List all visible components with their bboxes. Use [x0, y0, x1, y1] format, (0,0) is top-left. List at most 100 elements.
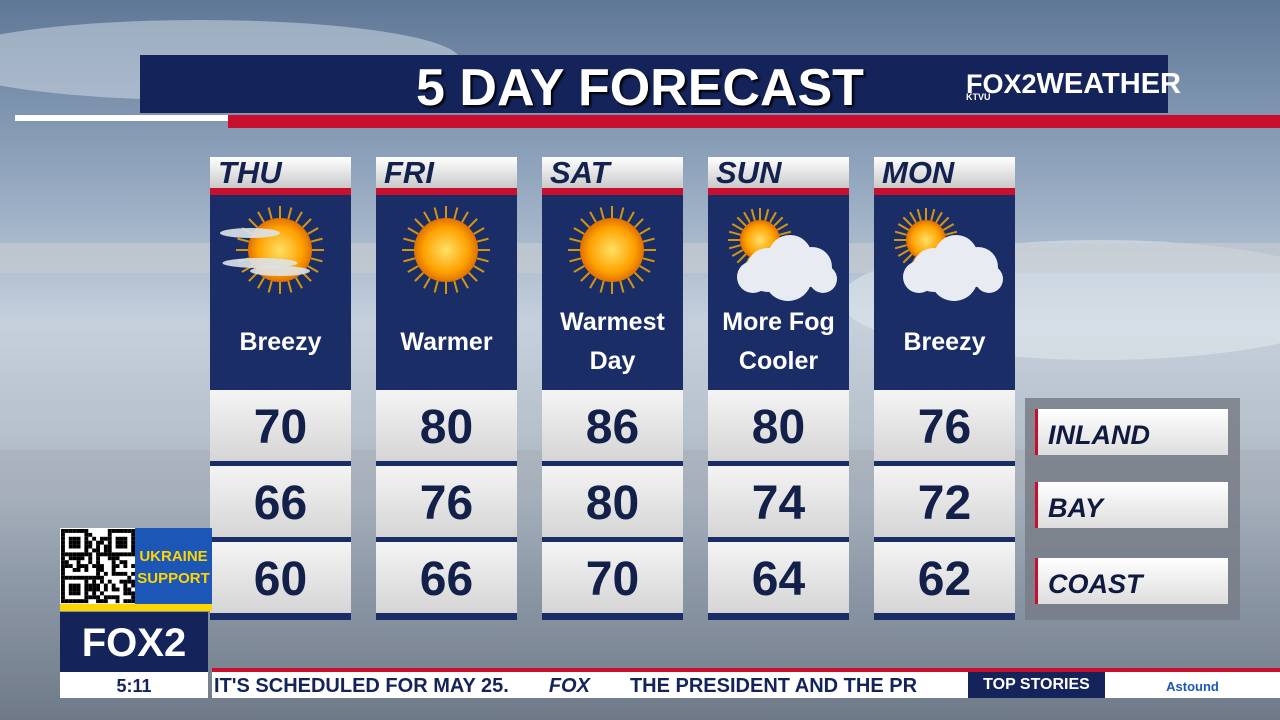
sun-ray: [627, 211, 635, 223]
qr-cell: [88, 595, 93, 600]
qr-cell: [92, 564, 97, 568]
qr-cell: [131, 564, 136, 568]
qr-cell: [107, 556, 112, 561]
sun-ray: [916, 208, 922, 221]
qr-cell: [92, 587, 97, 592]
qr-cell: [111, 595, 116, 600]
sun-ray: [642, 257, 655, 263]
sun-ray: [619, 280, 625, 293]
qr-cell: [61, 540, 65, 545]
qr-cell: [111, 587, 116, 592]
cloud: [764, 253, 812, 301]
qr-cell: [123, 591, 128, 596]
qr-cell: [123, 552, 128, 557]
region-panel: INLAND BAY COAST: [1025, 398, 1240, 620]
region-label: BAY: [1035, 482, 1228, 528]
sun-ray: [619, 207, 625, 220]
qr-cell: [61, 591, 65, 596]
sun-ray: [776, 223, 789, 231]
qr-cell: [119, 571, 124, 576]
qr-cell: [111, 568, 116, 572]
qr-cell: [84, 595, 89, 600]
qr-cell: [103, 548, 108, 553]
qr-cell: [127, 575, 132, 580]
sun-ray: [942, 223, 955, 231]
qr-cell: [64, 575, 69, 580]
qr-cell: [115, 599, 120, 604]
day-header: SUN: [708, 157, 849, 195]
qr-cell: [111, 564, 116, 568]
qr-cell: [68, 575, 73, 580]
sun-ray: [423, 277, 431, 289]
sun-ray: [407, 227, 419, 235]
condition: Breezy: [239, 328, 322, 356]
sun-ray: [461, 211, 469, 223]
qr-cell: [115, 564, 120, 568]
qr-cell: [61, 532, 65, 537]
qr-cell: [84, 599, 89, 604]
title: 5 DAY FORECAST: [416, 59, 864, 117]
temperature: 76: [376, 466, 517, 537]
qr-cell: [88, 552, 93, 557]
qr-cell: [123, 599, 128, 604]
condition: Breezy: [903, 328, 986, 356]
qr-cell: [72, 599, 77, 604]
sun-ray: [453, 280, 459, 293]
day-header: FRI: [376, 157, 517, 195]
qr-cell: [92, 591, 97, 596]
qr-cell: [119, 544, 124, 549]
qr-cell: [107, 595, 112, 600]
condition: More Fog: [722, 308, 835, 336]
sun-ray: [433, 280, 439, 293]
qr-cell: [96, 540, 100, 545]
day-body: Breezy 76 72 62: [874, 195, 1015, 620]
sun-ray: [743, 211, 751, 224]
day-header: SAT: [542, 157, 683, 195]
qr-cell: [100, 564, 104, 568]
qr-cell: [72, 587, 77, 592]
sun-ray: [248, 218, 259, 229]
qr-cell: [119, 579, 124, 584]
qr-cell: [84, 575, 89, 580]
qr-cell: [61, 548, 65, 553]
haze: [250, 266, 310, 276]
sun-ray: [307, 265, 319, 273]
sun-ray: [736, 216, 747, 227]
qr-cell: [61, 556, 65, 561]
sun-ray: [930, 208, 936, 221]
qr-cell: [123, 571, 128, 576]
qr-cell: [115, 540, 120, 545]
red-rule: [228, 115, 1280, 128]
qr-cell: [123, 536, 128, 541]
weather-logo: FOX2WEATHER KTVU: [966, 66, 1181, 102]
qr-cell: [76, 564, 81, 568]
temperature: 66: [376, 542, 517, 613]
title-bar: [140, 55, 1168, 113]
qr-cell: [80, 599, 85, 604]
sun-ray: [248, 271, 259, 282]
qr-cell: [84, 532, 89, 537]
sun-ray: [569, 237, 582, 243]
sun-ray: [310, 257, 323, 263]
qr-cell: [88, 556, 93, 561]
qr-cell: [84, 544, 89, 549]
sponsor: Astound: [1105, 672, 1280, 698]
sun-ray: [301, 271, 312, 282]
qr-cell: [127, 579, 132, 584]
qr-cell: [103, 599, 108, 604]
sun-ray: [473, 227, 485, 235]
qr-cell: [84, 536, 89, 541]
station-logo: FOX2: [60, 612, 208, 672]
qr-cell: [123, 579, 128, 584]
temperature: 70: [210, 390, 351, 461]
weather-icon: [894, 208, 1003, 301]
sun-ray: [897, 249, 910, 257]
sun-ray: [403, 257, 416, 263]
qr-cell: [61, 575, 65, 580]
qr-cell: [111, 571, 116, 576]
qr-cell: [68, 564, 73, 568]
sun-ray: [414, 218, 425, 229]
ticker-item: THE PRESIDENT AND THE PR: [629, 675, 918, 697]
sun-ray: [639, 227, 651, 235]
qr-cell: [119, 560, 124, 565]
